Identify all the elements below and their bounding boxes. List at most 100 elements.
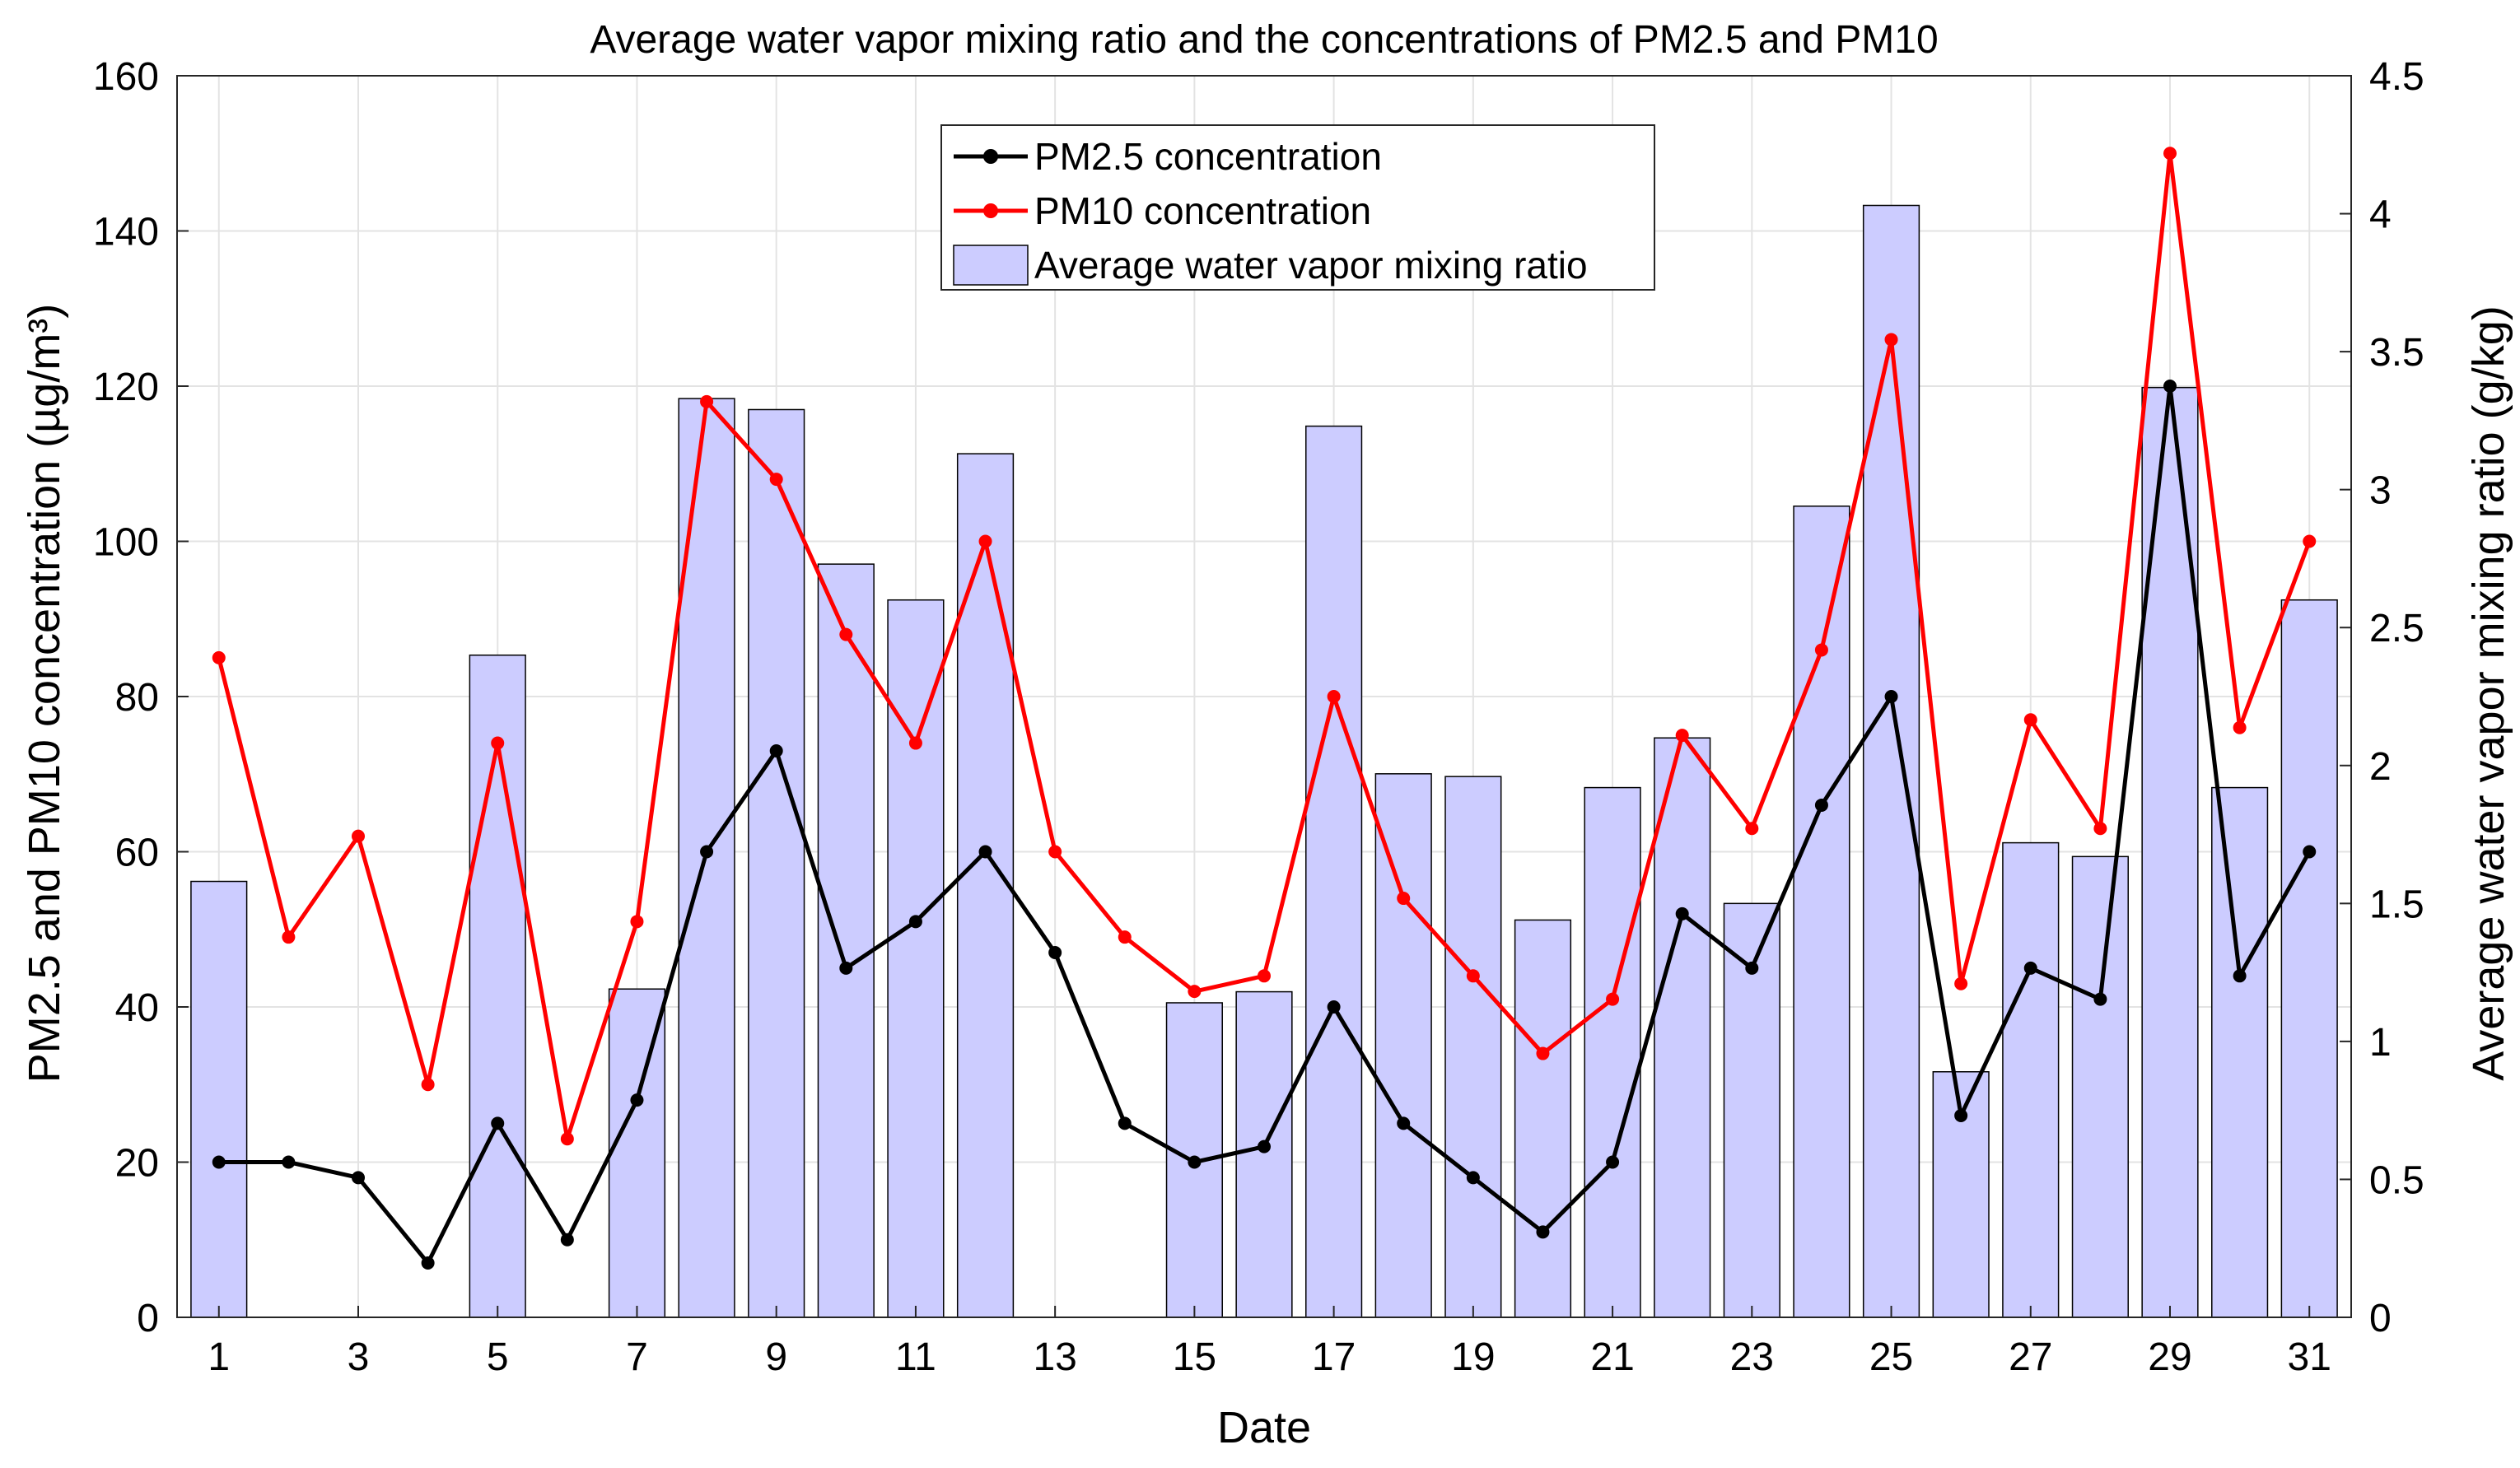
point-pm25-day-24 [1814,798,1828,812]
line-series [212,147,2317,1270]
point-pm10-day-5 [491,736,505,750]
point-pm10-day-4 [421,1078,435,1092]
x-axis-label: Date [1217,1403,1311,1452]
x-tick-label: 23 [1730,1335,1774,1379]
point-pm10-day-11 [908,736,922,750]
point-pm10-day-2 [282,930,296,944]
point-pm10-day-26 [1954,976,1968,990]
point-pm25-day-4 [421,1256,435,1270]
x-tick-label: 5 [487,1335,509,1379]
point-pm25-day-7 [630,1093,644,1107]
x-tick-label: 19 [1451,1335,1495,1379]
point-pm25-day-25 [1884,690,1898,703]
bar-water-vapor-day-27 [2002,841,2060,1318]
point-pm25-day-8 [700,845,714,859]
y-right-tick-label: 0 [2369,1297,2392,1340]
bar-water-vapor-day-25 [1862,204,1920,1318]
legend-pm25-marker [983,149,998,164]
point-pm25-day-2 [282,1155,296,1169]
bar-water-vapor-day-9 [748,408,805,1318]
bar-water-vapor-day-16 [1235,990,1293,1318]
legend-box [940,124,1655,291]
legend-water-vapor-swatch [953,245,1029,286]
bar-water-vapor-day-17 [1305,425,1363,1318]
point-pm25-day-15 [1188,1155,1202,1169]
point-pm25-day-14 [1118,1116,1132,1130]
y-left-tick-label: 0 [137,1297,159,1340]
point-pm25-day-30 [2233,969,2247,983]
point-pm10-day-6 [560,1132,574,1146]
x-tick-label: 7 [626,1335,648,1379]
point-pm10-day-21 [1606,992,1620,1006]
point-pm10-day-20 [1536,1046,1550,1060]
y-left-tick-label: 160 [93,55,159,99]
point-pm10-day-23 [1745,822,1759,836]
x-tick-label: 25 [1869,1335,1913,1379]
point-pm10-day-10 [839,627,853,641]
x-tick-label: 1 [208,1335,230,1379]
bar-water-vapor-day-10 [817,563,875,1318]
point-pm10-day-28 [2093,822,2107,836]
point-pm25-day-22 [1675,906,1689,920]
point-pm10-day-25 [1884,333,1898,347]
point-pm10-day-3 [352,829,365,843]
point-pm10-day-18 [1397,892,1411,906]
x-tick-label: 17 [1312,1335,1356,1379]
y-right-tick-label: 0.5 [2369,1158,2424,1202]
x-tick-label: 15 [1173,1335,1216,1379]
y-right-tick-label: 3 [2369,469,2392,513]
point-pm10-day-9 [769,473,783,487]
point-pm10-day-14 [1118,930,1132,944]
point-pm25-day-16 [1258,1139,1271,1153]
y-right-tick-label: 2 [2369,745,2392,789]
bar-water-vapor-day-7 [608,988,666,1318]
point-pm10-day-30 [2233,720,2247,734]
point-pm10-day-8 [700,394,714,408]
bar-water-vapor-day-29 [2141,386,2199,1318]
bar-water-vapor-day-28 [2071,855,2129,1318]
point-pm10-day-31 [2303,534,2317,548]
point-pm10-day-22 [1675,729,1689,743]
point-pm25-day-19 [1466,1171,1480,1185]
bar-water-vapor-day-20 [1514,919,1572,1318]
legend-water-vapor-label: Average water vapor mixing ratio [1034,244,1588,287]
point-pm25-day-29 [2163,380,2177,393]
x-tick-label: 11 [895,1335,936,1379]
point-pm10-day-24 [1814,643,1828,657]
point-pm25-day-17 [1327,1000,1341,1014]
point-pm25-day-1 [212,1155,226,1169]
point-pm25-day-27 [2023,961,2037,975]
y-left-tick-label: 80 [115,676,159,720]
point-pm10-day-19 [1466,969,1480,983]
point-pm25-day-28 [2093,992,2107,1006]
bar-water-vapor-day-11 [887,599,945,1318]
point-pm25-day-11 [908,915,922,929]
bar-water-vapor-day-24 [1793,506,1850,1318]
point-pm25-day-6 [560,1233,574,1247]
point-pm25-day-5 [491,1116,505,1130]
point-pm10-day-13 [1048,845,1062,859]
y-left-tick-label: 100 [93,521,159,565]
bar-water-vapor-day-12 [956,453,1015,1318]
y-right-tick-label: 3.5 [2369,331,2424,375]
x-tick-label: 29 [2148,1335,2191,1379]
y-axis-left-label: PM2.5 and PM10 concentration (µg/m³) [20,304,69,1084]
point-pm25-day-10 [839,961,853,975]
x-tick-label: 13 [1033,1335,1076,1379]
bar-water-vapor-day-18 [1374,773,1432,1318]
legend-pm10-label: PM10 concentration [1034,189,1371,232]
point-pm25-day-23 [1745,961,1759,975]
point-pm25-day-20 [1536,1225,1550,1239]
y-axis-right-label: Average water vapor mixing ratio (g/kg) [2464,305,2513,1080]
point-pm25-day-3 [352,1171,365,1185]
y-left-tick-label: 20 [115,1142,159,1186]
y-right-tick-label: 4.5 [2369,55,2424,99]
point-pm10-day-1 [212,650,226,664]
point-pm10-day-12 [978,534,992,548]
x-tick-label: 31 [2288,1335,2331,1379]
point-pm10-day-16 [1258,969,1271,983]
bar-water-vapor-day-21 [1584,786,1641,1318]
point-pm25-day-31 [2303,845,2317,859]
point-pm25-day-13 [1048,946,1062,960]
